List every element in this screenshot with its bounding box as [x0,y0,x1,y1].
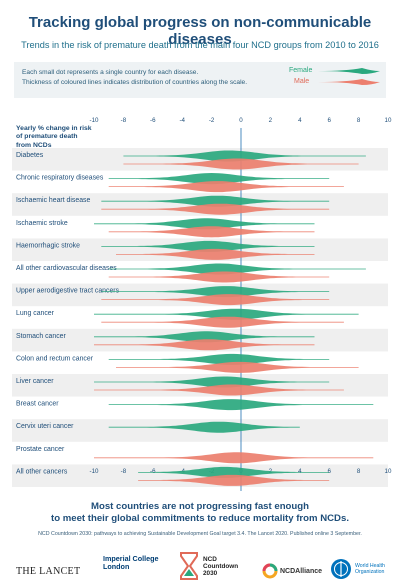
legend-swatches [318,68,380,85]
female-violin [101,195,330,207]
x-tick-label-top: 4 [298,117,302,124]
ncdc-logo-line-2: Countdown [203,562,239,570]
ncd-alliance-logo: NCDAlliance [262,556,322,586]
ncd-countdown-logo: NCD Countdown 2030 [178,551,258,581]
x-tick-label-bottom: 6 [327,468,331,475]
conclusion-text: Most countries are not progressing fast … [0,501,400,525]
category-label: Haemorrhagic stroke [16,242,80,249]
x-tick-label-bottom: -6 [150,468,156,475]
row-band [12,283,388,307]
x-tick-label-top: -8 [121,117,127,124]
hourglass-icon [180,552,198,580]
who-logo-line-2: Organization [355,569,385,575]
imperial-logo: Imperial College London [103,555,159,585]
page-title: Tracking global progress on non-communic… [28,14,372,48]
lancet-logo: THE LANCET [16,565,81,577]
violin-chart: Diabetes Chronic respiratory diseases Isch… [12,117,392,491]
who-emblem-icon [331,559,351,579]
category-label: Breast cancer [16,401,59,408]
category-label: Liver cancer [16,378,54,385]
category-label: Prostate cancer [16,446,65,453]
female-violin [108,399,374,411]
male-violin [94,384,344,396]
female-violin [123,150,366,162]
x-tick-label-top: 10 [385,117,392,124]
legend-note-dots: Each small dot represents a single count… [22,69,199,76]
male-violin [123,158,359,170]
category-label: Lung cancer [16,310,55,317]
x-tick-label-bottom: -10 [90,468,100,475]
female-violin [108,173,330,185]
female-violin [108,263,366,275]
legend-box: Each small dot represents a single count… [14,62,386,98]
x-tick-label-top: -2 [209,117,215,124]
male-violin [108,271,330,283]
imperial-logo-line-1: Imperial College [103,554,159,563]
legend-male-label: Male [294,78,310,85]
who-logo-line-1: World Health [355,563,385,569]
male-violin [138,474,330,486]
imperial-logo-line-2: London [103,562,130,571]
male-violin [94,339,315,351]
x-tick-label-bottom: 8 [357,468,361,475]
conclusion-line-1: Most countries are not progressing fast … [90,501,309,512]
ncdc-logo-line-3: 2030 [203,569,218,577]
male-violin [108,226,315,238]
category-label: All other cardiovascular diseases [16,265,117,272]
male-violin [116,248,315,260]
male-violin [108,181,344,193]
category-label: Colon and rectum cancer [16,355,94,362]
x-tick-label-bottom: -8 [121,468,127,475]
category-label: Chronic respiratory diseases [16,175,104,182]
x-tick-label-top: -10 [90,117,100,124]
alliance-logo-text: NCDAlliance [280,567,323,575]
legend-female-swatch [318,68,380,74]
category-label: Diabetes [16,152,44,159]
female-violin [108,421,300,433]
who-logo: World Health Organization [330,554,385,584]
legend-note-thickness: Thickness of coloured lines indicates di… [22,79,248,86]
legend-male-swatch [318,79,380,85]
citation: NCD Countdown 2030: pathways to achievin… [38,531,362,537]
category-label: Ischaemic heart disease [16,197,90,204]
x-tick-label-top: 2 [269,117,273,124]
x-tick-label-top: 6 [327,117,331,124]
x-tick-label-bottom: 10 [385,468,392,475]
row-band [12,148,388,171]
alliance-ring-icon [262,563,278,579]
page-subtitle: Trends in the risk of premature death fr… [21,40,379,50]
conclusion-line-2: to meet their global commitments to redu… [51,513,349,524]
male-violin [116,361,359,373]
legend-female-label: Female [289,67,313,74]
male-violin [101,203,330,215]
x-tick-label-top: 8 [357,117,361,124]
female-violin [101,240,315,252]
female-violin [94,218,315,230]
x-tick-label-top: 0 [239,117,243,124]
male-violin [101,294,330,306]
category-label: Ischaemic stroke [16,220,68,227]
female-violin [138,466,330,478]
category-label: All other cancers [16,468,68,475]
category-label: Cervix uteri cancer [16,423,74,430]
female-violin [94,308,359,320]
female-violin [108,353,330,365]
category-label: Stomach cancer [16,333,66,340]
x-tick-label-top: -6 [150,117,156,124]
ncdc-logo-line-1: NCD [203,555,217,563]
male-violin [94,452,374,464]
x-tick-label-bottom: 4 [298,468,302,475]
male-violin [101,316,344,328]
female-violin [94,376,330,388]
female-violin [94,331,315,343]
y-axis-header-top: Yearly % change in risk of premature dea… [16,125,92,149]
female-violin [101,286,330,298]
category-label: Upper aerodigestive tract cancers [16,288,120,295]
x-tick-label-top: -4 [179,117,185,124]
